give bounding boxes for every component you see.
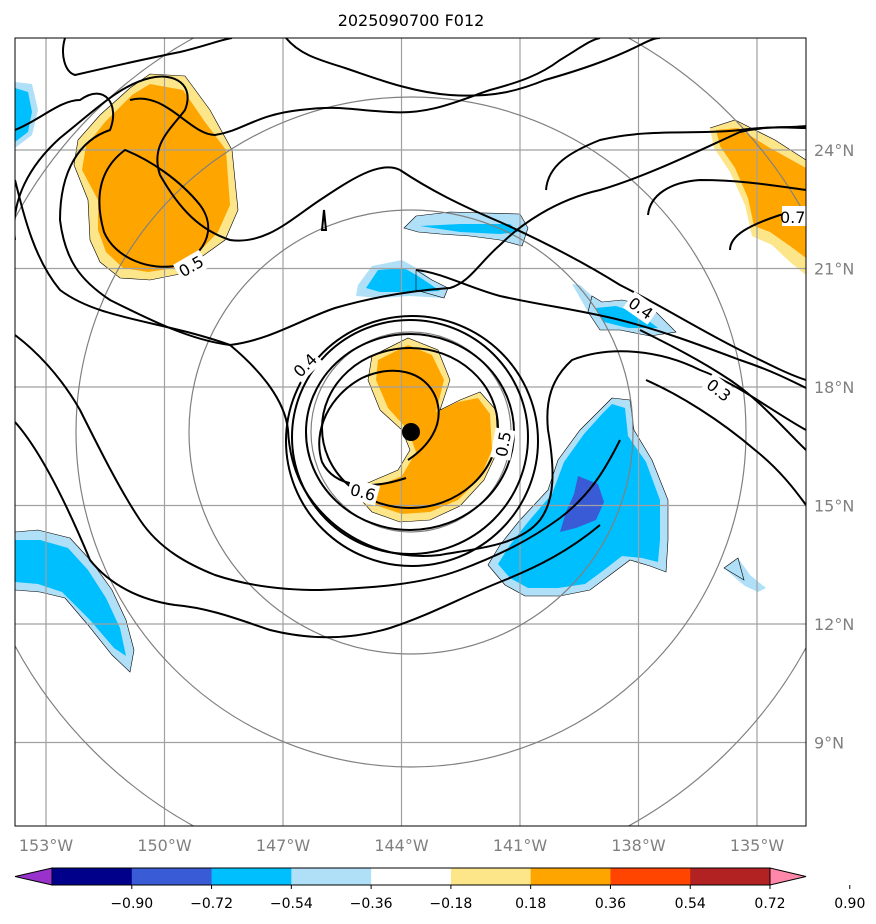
clabel-bg-5: [622, 291, 660, 325]
colorbar-tick-label: −0.72: [190, 896, 233, 912]
shade-negative-small-2-core: [366, 268, 440, 292]
contour-center-3: [291, 319, 529, 555]
map-frame: [14, 37, 807, 827]
shade-negative-west-inner: [15, 540, 126, 656]
colorbar-segment: [690, 868, 771, 885]
contour-east-1: [415, 269, 806, 389]
colorbar-tick-label: 0.18: [515, 896, 546, 912]
x-tick-label: 144°W: [374, 836, 429, 855]
x-tick-label: 153°W: [19, 836, 74, 855]
contour-ne-outer: [647, 178, 806, 216]
contour-03: [399, 169, 806, 381]
colorbar-frame: [51, 867, 771, 886]
contour-east-2: [639, 329, 806, 451]
contour-lines: [15, 38, 806, 639]
outline-nw: [73, 73, 239, 281]
contour-nw-outer: [15, 75, 401, 242]
contour-05-west: [15, 92, 806, 347]
colorbar-tick-label: 0.90: [834, 896, 865, 912]
contour-center-inner: [318, 369, 440, 487]
colorbar-segment: [450, 868, 532, 885]
colorbar-segment: [291, 868, 372, 885]
chart-title: 2025090700 F012: [338, 11, 485, 30]
outline-small-1: [403, 211, 529, 247]
colorbar-tick-labels: −0.90 −0.72 −0.54 −0.36 −0.18 0.18 0.36 0.54 0.7…: [110, 885, 865, 912]
clabel-bg-4: [701, 372, 737, 408]
grid-lines: [15, 38, 806, 826]
y-tick-label: 21°N: [814, 260, 854, 279]
colorbar-tick-label: −0.36: [350, 896, 393, 912]
shade-negative-small-3-core: [596, 306, 658, 328]
x-tick-label: 147°W: [256, 836, 311, 855]
colorbar-segment: [211, 868, 292, 885]
colorbar-tick-label: −0.54: [270, 896, 313, 912]
shading-layer: [15, 74, 806, 672]
x-tick-labels: 153°W 150°W 147°W 144°W 141°W 138°W 135°W: [19, 836, 785, 855]
contour-label-6: 0.5: [492, 430, 515, 458]
range-ring-3: [75, 96, 747, 768]
colorbar-tick-label: 0.72: [754, 896, 785, 912]
y-tick-label: 24°N: [814, 141, 854, 160]
x-tick-label: 141°W: [493, 836, 548, 855]
storm-center-marker: [402, 423, 420, 441]
contour-east-3: [645, 379, 806, 506]
y-tick-label: 18°N: [814, 378, 854, 397]
contour-04-ring: [15, 179, 806, 557]
colorbar-segment: [610, 868, 691, 885]
contour-south-2: [15, 421, 601, 639]
y-tick-label: 9°N: [814, 734, 844, 753]
clabel-bg-3: [345, 478, 381, 506]
y-tick-label: 15°N: [814, 497, 854, 516]
outline-small-3: [587, 295, 677, 337]
colorbar-segment: [371, 868, 452, 885]
clabel-bg-6: [490, 427, 516, 461]
colorbar-tick-label: 0.36: [595, 896, 626, 912]
clabel-bg-7: [782, 206, 806, 226]
colorbar-extend-low: [14, 867, 53, 886]
outline-center: [351, 337, 499, 523]
x-tick-label: 135°W: [730, 836, 785, 855]
shade-negative-se-core: [560, 476, 604, 532]
clabel-bg-2: [173, 249, 209, 283]
contour-label-7: 0.7: [780, 208, 805, 227]
shade-positive-nw-inner: [82, 84, 230, 272]
contour-label-1: 0.4: [290, 350, 321, 381]
colorbar-tick-label: −0.90: [110, 896, 153, 912]
outline-small-4: [723, 557, 745, 581]
contour-top-2: [285, 38, 661, 97]
y-tick-label: 12°N: [814, 615, 854, 634]
contour-center-4: [285, 315, 539, 567]
x-tick-label: 138°W: [611, 836, 666, 855]
colorbar-extend-high: [769, 867, 807, 886]
range-rings: [15, 38, 806, 826]
x-tick-label: 150°W: [137, 836, 192, 855]
contour-small-spike: [320, 209, 328, 231]
range-ring-2: [188, 209, 634, 655]
contour-ne-03: [545, 125, 806, 191]
shade-negative-small-4: [724, 558, 766, 592]
clabel-bg-1: [287, 347, 323, 383]
colorbar-tick-label: −0.18: [429, 896, 472, 912]
contour-south: [15, 334, 621, 592]
y-tick-labels: 24°N 21°N 18°N 15°N 12°N 9°N: [814, 141, 854, 753]
contour-top: [62, 38, 233, 77]
outline-west: [15, 529, 135, 673]
shading-outlines: [15, 73, 806, 673]
colorbar-segment: [131, 868, 213, 885]
outline-small-2: [415, 269, 449, 299]
colorbar-segment: [530, 868, 611, 885]
contour-nw-1: [129, 38, 601, 137]
colorbar-tick-label: 0.54: [675, 896, 706, 912]
colorbar: [14, 867, 807, 886]
colorbar-segment: [52, 868, 133, 885]
